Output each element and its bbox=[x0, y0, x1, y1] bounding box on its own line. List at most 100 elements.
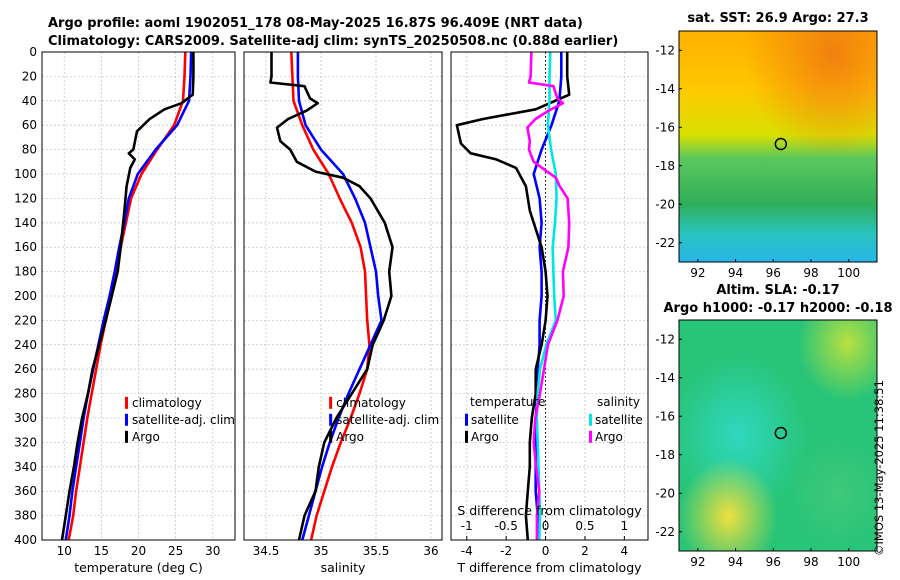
map-x-tick-label: 94 bbox=[728, 266, 743, 280]
x-tick-label: 0 bbox=[542, 544, 550, 558]
legend-label: Argo bbox=[132, 430, 160, 444]
sst-warm-region bbox=[679, 31, 877, 262]
map-x-tick-label: 96 bbox=[766, 555, 781, 569]
map-x-tick-label: 98 bbox=[803, 266, 818, 280]
legend-label: satellite bbox=[595, 413, 643, 427]
y-tick-label: 100 bbox=[14, 167, 37, 181]
x-tick-label: 25 bbox=[168, 544, 183, 558]
map-y-tick-label: -20 bbox=[655, 486, 675, 500]
top-x-tick-label: 1 bbox=[621, 519, 629, 533]
profile-panel-1: 0 20 40 60 80 100 120 140 160 180 200 220 240 260 280 3… bbox=[14, 45, 236, 575]
map-y-tick-label: -16 bbox=[655, 120, 675, 134]
map-y-tick-label: -18 bbox=[655, 159, 675, 173]
sla-map-title-1: Altim. SLA: -0.17 bbox=[716, 283, 839, 298]
top-x-tick-label: 0 bbox=[542, 519, 550, 533]
sst-map-frame bbox=[678, 30, 878, 263]
map-x-tick-label: 94 bbox=[728, 555, 743, 569]
series-line-climatology bbox=[290, 51, 371, 541]
profile-panel-2: 34.5 35 35.5 36 salinity climatology satellite… bbox=[243, 51, 443, 575]
plot-frame bbox=[243, 51, 443, 541]
y-tick-label: 20 bbox=[22, 69, 37, 83]
series-line-t-argo bbox=[455, 52, 571, 541]
series-line-argo bbox=[269, 52, 394, 541]
legend-swatch bbox=[589, 413, 592, 426]
x-tick-label: 4 bbox=[621, 544, 629, 558]
y-tick-label: 40 bbox=[22, 94, 37, 108]
sla-region-4 bbox=[679, 320, 877, 551]
legend-label: Argo bbox=[336, 430, 364, 444]
x-tick-label: 2 bbox=[581, 544, 589, 558]
legend-swatch bbox=[329, 430, 333, 443]
map-y-tick-label: -16 bbox=[655, 409, 675, 423]
legend-heading: temperature bbox=[470, 395, 545, 409]
map-x-tick-label: 98 bbox=[803, 555, 818, 569]
top-x-tick-label: -1 bbox=[461, 519, 473, 533]
series-line-s-satellite bbox=[535, 51, 558, 541]
y-tick-label: 200 bbox=[14, 289, 37, 303]
map-y-tick-label: -14 bbox=[655, 371, 675, 385]
map-x-tick-label: 92 bbox=[690, 266, 705, 280]
series-line-satellite-adj-clim bbox=[64, 51, 193, 541]
timestamp-stamp: ©IMOS 13-May-2025 11:38:51 bbox=[872, 380, 886, 556]
series-line-satellite-adj-clim bbox=[296, 52, 383, 541]
map-x-tick-label: 92 bbox=[690, 555, 705, 569]
sla-map: Altim. SLA: -0.17 Argo h1000: -0.17 h200… bbox=[655, 283, 892, 569]
legend-label: Argo bbox=[595, 430, 623, 444]
y-tick-label: 300 bbox=[14, 411, 37, 425]
legend-heading: salinity bbox=[597, 395, 640, 409]
x-axis-label: temperature (deg C) bbox=[74, 560, 203, 575]
map-x-tick-label: 100 bbox=[837, 266, 860, 280]
map-y-tick-label: -22 bbox=[655, 236, 675, 250]
x-tick-label: 20 bbox=[131, 544, 146, 558]
sla-map-title-2: Argo h1000: -0.17 h2000: -0.18 bbox=[663, 301, 892, 316]
x-tick-label: 15 bbox=[94, 544, 109, 558]
top-x-tick-label: -0.5 bbox=[494, 519, 517, 533]
x-tick-label: 30 bbox=[205, 544, 220, 558]
x-tick-label: 36 bbox=[423, 544, 438, 558]
legend-swatch bbox=[465, 430, 468, 443]
map-x-tick-label: 96 bbox=[766, 266, 781, 280]
sla-map-ticks: 92 94 96 98 100 -12 -14 -16 -18 -20 -22 bbox=[655, 332, 860, 569]
y-tick-label: 180 bbox=[14, 265, 37, 279]
x-tick-label: 35.5 bbox=[363, 544, 390, 558]
x-tick-label: -2 bbox=[500, 544, 512, 558]
legend-label: Argo bbox=[471, 430, 499, 444]
y-tick-label: 160 bbox=[14, 240, 37, 254]
plot-frame bbox=[450, 51, 649, 541]
y-tick-label: 400 bbox=[14, 533, 37, 547]
y-tick-label: 0 bbox=[29, 45, 37, 59]
map-y-tick-label: -22 bbox=[655, 525, 675, 539]
legend-label: satellite-adj. clim bbox=[132, 413, 235, 427]
series-line-s-argo bbox=[526, 51, 571, 540]
legend-label: satellite-adj. clim bbox=[336, 413, 439, 427]
sst-map-title: sat. SST: 26.9 Argo: 27.3 bbox=[687, 11, 868, 26]
legend-swatch bbox=[124, 430, 128, 443]
y-tick-label: 320 bbox=[14, 435, 37, 449]
legend-label: satellite bbox=[471, 413, 519, 427]
legend-swatch bbox=[329, 396, 333, 409]
x-axis-label: salinity bbox=[321, 560, 366, 575]
x-tick-label: 10 bbox=[57, 544, 72, 558]
map-y-tick-label: -20 bbox=[655, 197, 675, 211]
legend-swatch bbox=[124, 413, 128, 426]
legend: temperature salinity satellite satellite Arg… bbox=[465, 395, 643, 444]
y-tick-label: 60 bbox=[22, 118, 37, 132]
argo-location-marker bbox=[774, 137, 788, 151]
title-line-2: Climatology: CARS2009. Satellite-adj cli… bbox=[48, 34, 618, 49]
legend-swatch bbox=[589, 430, 592, 443]
y-tick-label: 260 bbox=[14, 362, 37, 376]
map-x-tick-label: 100 bbox=[837, 555, 860, 569]
series-line-argo bbox=[60, 52, 195, 541]
map-y-tick-label: -12 bbox=[655, 43, 675, 57]
argo-location-marker bbox=[774, 426, 788, 440]
sst-map-ticks: 92 94 96 98 100 -12 -14 -16 -18 -20 -22 bbox=[655, 43, 860, 280]
map-y-tick-label: -18 bbox=[655, 448, 675, 462]
sst-map: sat. SST: 26.9 Argo: 27.3 92 94 96 98 100 -12… bbox=[655, 11, 878, 280]
y-tick-label: 140 bbox=[14, 216, 37, 230]
legend: climatology satellite-adj. clim Argo bbox=[124, 396, 235, 444]
legend-swatch bbox=[124, 396, 128, 409]
y-tick-label: 240 bbox=[14, 338, 37, 352]
legend: climatology satellite-adj. clim Argo bbox=[329, 396, 439, 444]
top-x-axis-label: S difference from climatology bbox=[457, 503, 642, 518]
